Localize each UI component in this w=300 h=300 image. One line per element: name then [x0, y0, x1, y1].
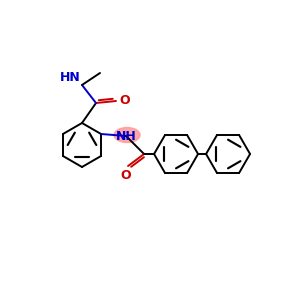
Text: NH: NH: [116, 130, 136, 142]
Text: O: O: [121, 169, 131, 182]
Ellipse shape: [114, 128, 140, 142]
Text: O: O: [119, 94, 130, 107]
Text: HN: HN: [60, 71, 81, 84]
